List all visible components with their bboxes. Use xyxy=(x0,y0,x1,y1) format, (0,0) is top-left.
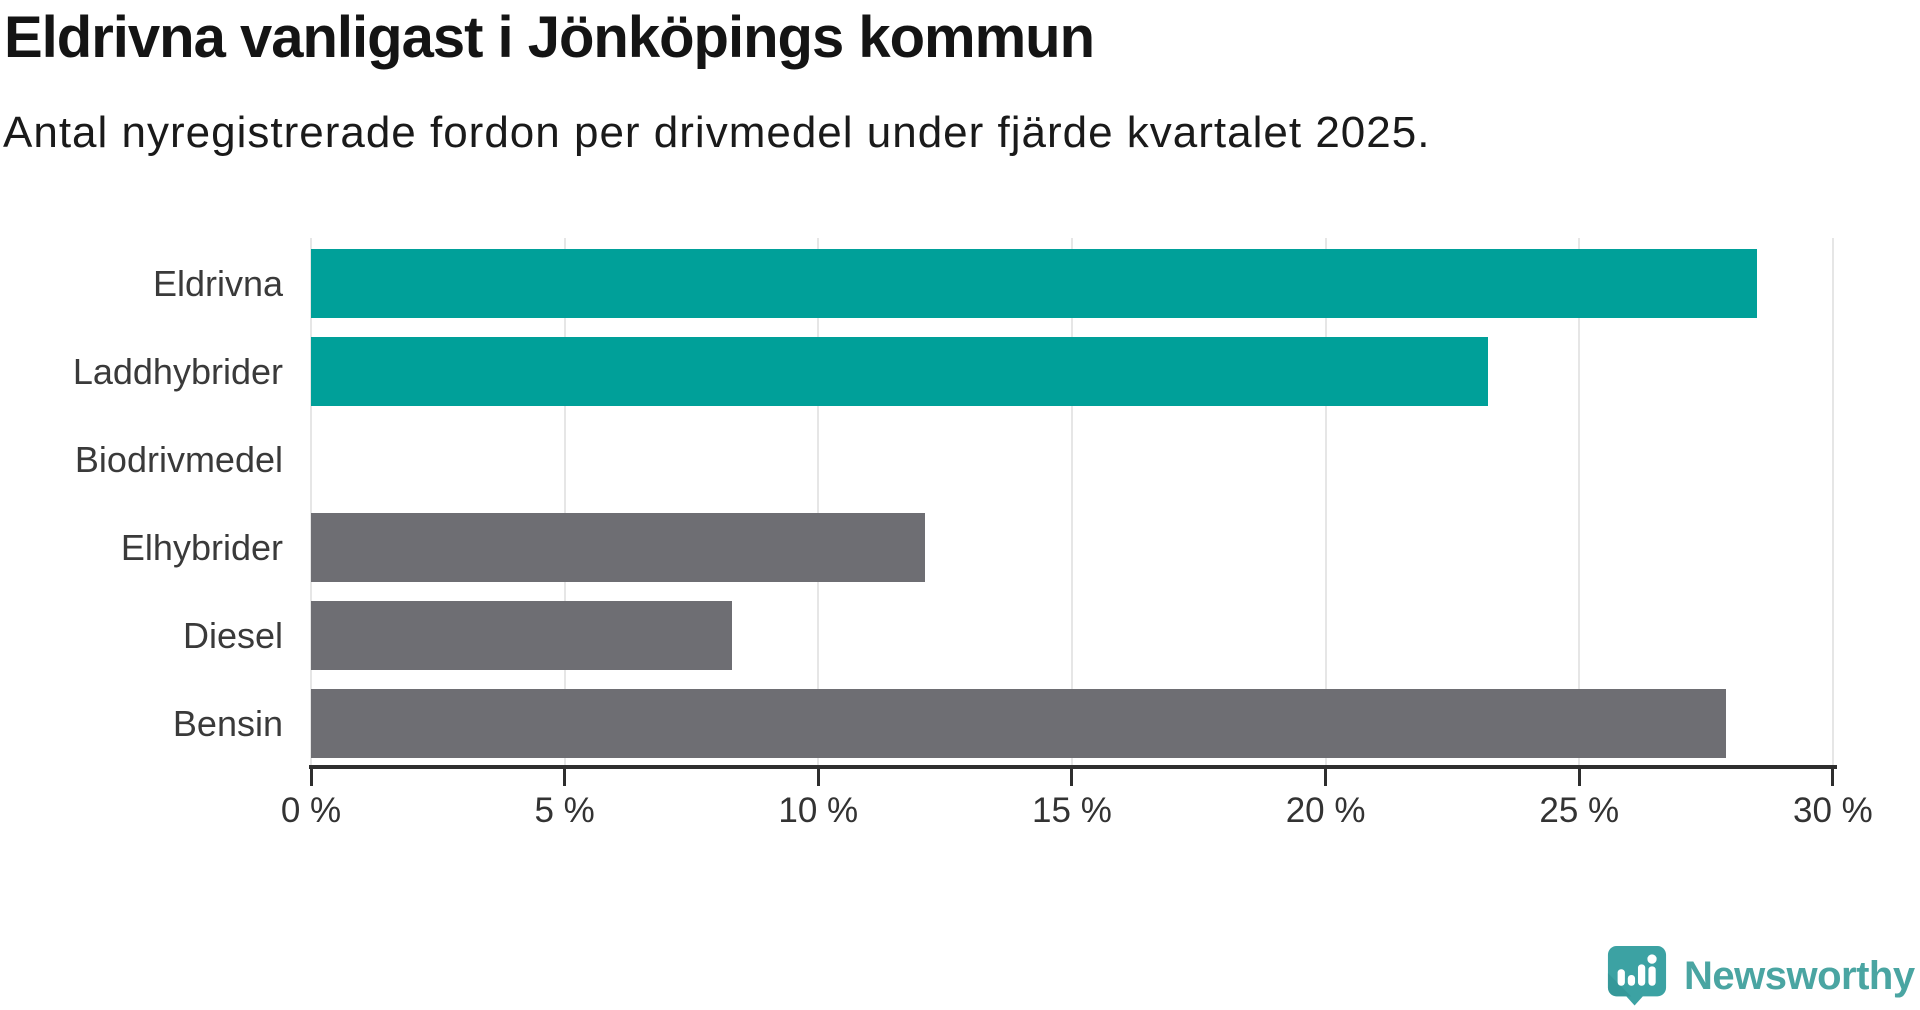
category-label-laddhybrider: Laddhybrider xyxy=(72,350,283,392)
newsworthy-brand-link[interactable]: Newsworthy xyxy=(1606,944,1915,1008)
bar-eldrivna xyxy=(311,249,1757,318)
x-tick-mark-20 xyxy=(1324,765,1328,786)
x-tick-mark-25 xyxy=(1577,765,1581,786)
gridline-10-pct xyxy=(817,238,820,765)
x-tick-mark-15 xyxy=(1070,765,1074,786)
newsworthy-logo-icon xyxy=(1607,945,1667,1006)
chart-subtitle: Antal nyregistrerade fordon per drivmede… xyxy=(3,108,1431,157)
category-label-biodrivmedel: Biodrivmedel xyxy=(74,438,283,480)
chart-title: Eldrivna vanligast i Jönköpings kommun xyxy=(4,5,1095,70)
x-tick-label-25: 25 % xyxy=(1539,791,1620,830)
category-label-eldrivna: Eldrivna xyxy=(152,262,283,304)
x-tick-label-20: 20 % xyxy=(1285,791,1366,830)
gridline-0-pct xyxy=(310,238,312,765)
bar-elhybrider xyxy=(311,513,925,582)
category-label-diesel: Diesel xyxy=(182,614,283,656)
bar-bensin xyxy=(311,689,1727,758)
bar-laddhybrider xyxy=(311,337,1488,406)
gridline-15-pct xyxy=(1070,238,1073,765)
category-label-bensin: Bensin xyxy=(172,702,283,744)
gridline-30-pct xyxy=(1831,238,1834,765)
newsworthy-brand-label: Newsworthy xyxy=(1684,953,1915,998)
gridline-20-pct xyxy=(1324,238,1327,765)
x-tick-mark-30 xyxy=(1831,765,1835,786)
gridline-25-pct xyxy=(1578,238,1581,765)
category-label-elhybrider: Elhybrider xyxy=(120,526,283,568)
x-tick-label-5: 5 % xyxy=(534,791,595,830)
x-tick-mark-5 xyxy=(563,765,567,786)
x-tick-mark-0 xyxy=(309,765,313,786)
gridline-5-pct xyxy=(563,238,566,765)
x-tick-label-30: 30 % xyxy=(1793,791,1873,830)
bar-diesel xyxy=(311,601,733,670)
x-tick-label-10: 10 % xyxy=(778,791,859,830)
x-tick-label-15: 15 % xyxy=(1032,791,1112,830)
x-tick-mark-10 xyxy=(816,765,820,786)
x-tick-label-0: 0 % xyxy=(280,791,342,830)
